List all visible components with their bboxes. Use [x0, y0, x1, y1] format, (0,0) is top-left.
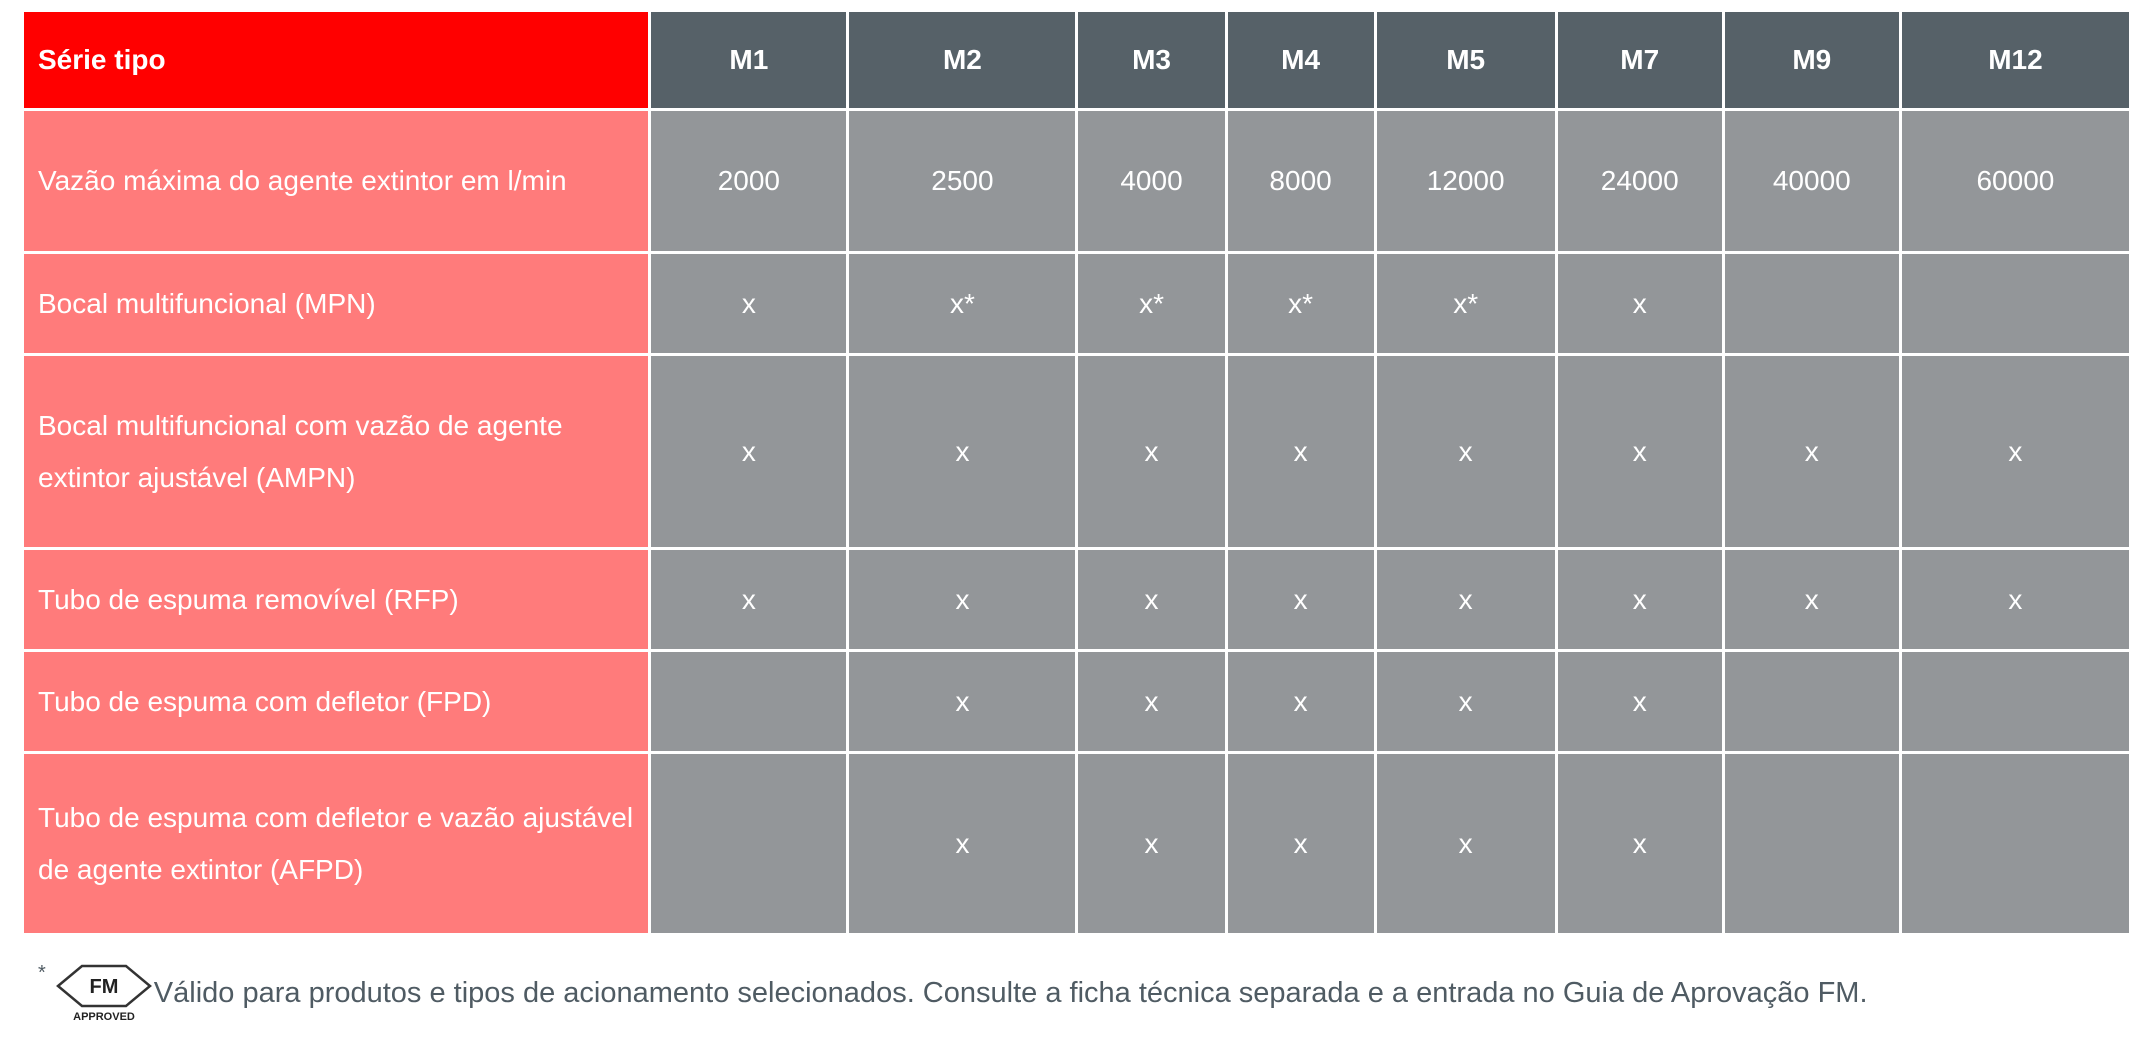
footnote-text: Válido para produtos e tipos de acioname… — [153, 976, 1868, 1009]
table-row: Vazão máxima do agente extintor em l/min… — [24, 111, 2129, 251]
cell: x — [1078, 652, 1225, 751]
cell: x — [1376, 652, 1555, 751]
cell: x — [1376, 754, 1555, 933]
cell: x — [1227, 550, 1374, 649]
cell — [1724, 652, 1899, 751]
cell — [1724, 254, 1899, 353]
cell: x — [1724, 550, 1899, 649]
cell: x — [1901, 356, 2129, 547]
table-row: Tubo de espuma com defletor (FPD) x x x x x — [24, 652, 2129, 751]
cell: 2500 — [849, 111, 1076, 251]
logo-text: FM — [89, 976, 118, 998]
row-label: Vazão máxima do agente extintor em l/min — [24, 111, 649, 251]
header-row: Série tipo M1 M2 M3 M4 M5 M7 M9 M12 — [24, 12, 2129, 108]
product-table: Série tipo M1 M2 M3 M4 M5 M7 M9 M12 Vazão máxim… — [21, 9, 2132, 936]
cell: x — [1557, 754, 1722, 933]
cell: 2000 — [651, 111, 847, 251]
cell: x* — [849, 254, 1076, 353]
row-label: Tubo de espuma com defletor (FPD) — [24, 652, 649, 751]
column-header: M2 — [849, 12, 1076, 108]
cell: x — [1557, 356, 1722, 547]
column-header: M12 — [1901, 12, 2129, 108]
cell: x — [1227, 356, 1374, 547]
cell: x — [1376, 356, 1555, 547]
cell: x* — [1078, 254, 1225, 353]
column-header: M1 — [651, 12, 847, 108]
column-header: M7 — [1557, 12, 1722, 108]
cell: 12000 — [1376, 111, 1555, 251]
cell: x — [1227, 754, 1374, 933]
logo-caption: APPROVED — [73, 1011, 135, 1023]
row-label: Tubo de espuma removível (RFP) — [24, 550, 649, 649]
cell: x — [651, 356, 847, 547]
column-header: M4 — [1227, 12, 1374, 108]
cell: x — [1901, 550, 2129, 649]
footnote-marker: * — [38, 962, 46, 984]
cell: x — [849, 652, 1076, 751]
cell: x — [651, 254, 847, 353]
table-body: Vazão máxima do agente extintor em l/min… — [24, 111, 2129, 933]
column-header: M5 — [1376, 12, 1555, 108]
row-label: Bocal multifuncional (MPN) — [24, 254, 649, 353]
cell: x — [849, 550, 1076, 649]
cell: 40000 — [1724, 111, 1899, 251]
cell: x* — [1227, 254, 1374, 353]
cell — [651, 652, 847, 751]
table-row: Bocal multifuncional (MPN) x x* x* x* x* x — [24, 254, 2129, 353]
column-header: M3 — [1078, 12, 1225, 108]
table-row: Tubo de espuma com defletor e vazão ajus… — [24, 754, 2129, 933]
cell: x — [849, 356, 1076, 547]
cell: x — [651, 550, 847, 649]
cell: 4000 — [1078, 111, 1225, 251]
footnote: * FM APPROVED Válido para produtos e tip… — [38, 962, 1868, 1024]
header-label: Série tipo — [24, 12, 649, 108]
cell: x — [1557, 652, 1722, 751]
cell — [1724, 754, 1899, 933]
row-label: Bocal multifuncional com vazão de agente… — [24, 356, 649, 547]
cell: x — [1724, 356, 1899, 547]
cell: 8000 — [1227, 111, 1374, 251]
cell: x — [849, 754, 1076, 933]
table-row: Tubo de espuma removível (RFP) x x x x x x x x — [24, 550, 2129, 649]
cell: x — [1557, 550, 1722, 649]
cell: x* — [1376, 254, 1555, 353]
cell: x — [1557, 254, 1722, 353]
column-header: M9 — [1724, 12, 1899, 108]
cell: 24000 — [1557, 111, 1722, 251]
cell: x — [1078, 754, 1225, 933]
cell: 60000 — [1901, 111, 2129, 251]
cell — [1901, 754, 2129, 933]
cell: x — [1078, 356, 1225, 547]
cell: x — [1376, 550, 1555, 649]
cell — [1901, 652, 2129, 751]
cell: x — [1078, 550, 1225, 649]
cell — [1901, 254, 2129, 353]
cell — [651, 754, 847, 933]
fm-logo: FM APPROVED — [55, 964, 152, 1023]
cell: x — [1227, 652, 1374, 751]
row-label: Tubo de espuma com defletor e vazão ajus… — [24, 754, 649, 933]
table-row: Bocal multifuncional com vazão de agente… — [24, 356, 2129, 547]
